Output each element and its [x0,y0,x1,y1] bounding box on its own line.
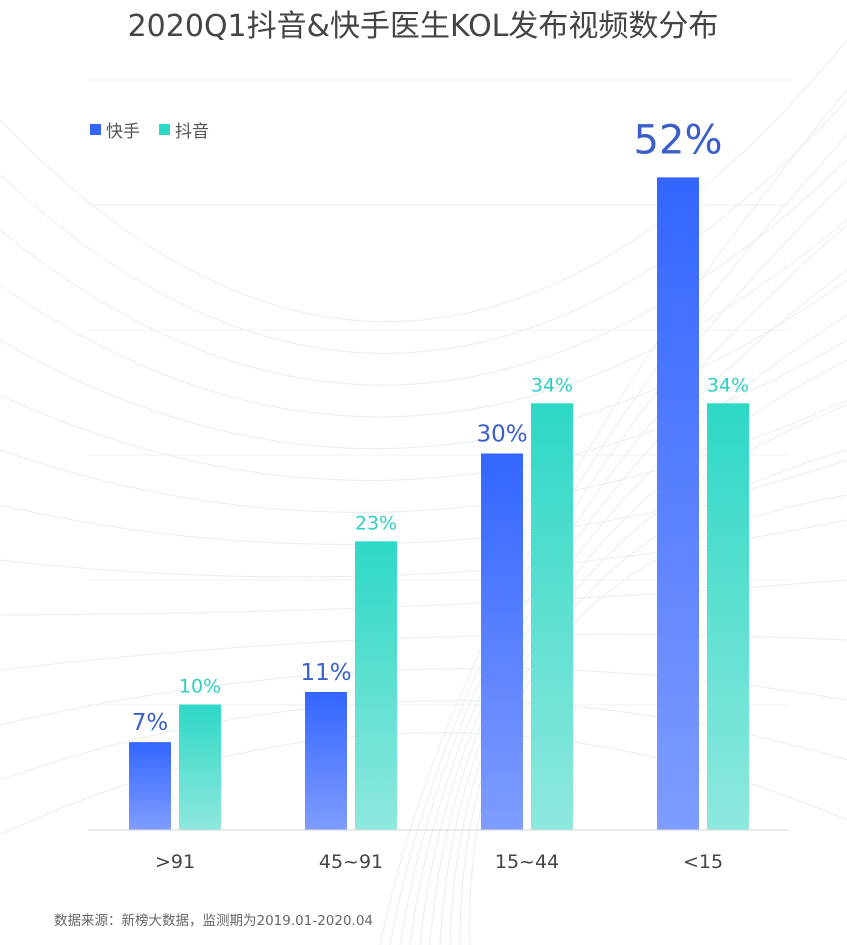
value-label-douyin-0: 10% [179,676,221,698]
bar-douyin-0 [179,704,221,830]
chart-title: 2020Q1抖音&快手医生KOL发布视频数分布 [128,9,719,44]
legend-label-douyin: 抖音 [175,122,209,142]
background-curve [0,159,847,386]
value-label-kuaishou-3: 52% [634,117,723,163]
legend-swatch-douyin [159,124,170,135]
category-label-3: <15 [683,851,723,873]
category-label-2: 15~44 [495,851,559,873]
value-label-douyin-3: 34% [707,374,749,396]
legend-label-kuaishou: 快手 [106,122,140,142]
bar-kuaishou-2 [481,453,523,830]
background-curve [0,219,847,418]
value-labels: 7% 10% 11% 23% 30% 34% 52% 34% [132,117,749,736]
value-label-kuaishou-1: 11% [300,660,351,686]
value-label-kuaishou-0: 7% [132,710,169,736]
category-label-0: >91 [155,851,195,873]
value-label-kuaishou-2: 30% [476,422,527,448]
bar-douyin-1 [355,541,397,830]
value-label-douyin-1: 23% [355,512,397,534]
legend: 快手 抖音 [90,122,209,142]
category-labels: >91 45~91 15~44 <15 [155,851,723,873]
background-curve [379,89,847,945]
source-note: 数据来源：新榜大数据，监测期为2019.01-2020.04 [54,912,373,929]
bar-kuaishou-3 [657,177,699,830]
bar-douyin-3 [707,403,749,830]
bar-kuaishou-0 [129,742,171,830]
bar-douyin-2 [531,403,573,830]
value-label-douyin-2: 34% [531,374,573,396]
bars [129,177,749,830]
legend-swatch-kuaishou [90,124,101,135]
background-curve [0,39,847,323]
category-label-1: 45~91 [319,851,383,873]
bar-kuaishou-1 [305,691,347,830]
background-curve [0,339,847,481]
background-curve [0,99,847,354]
background-curve [0,279,847,450]
